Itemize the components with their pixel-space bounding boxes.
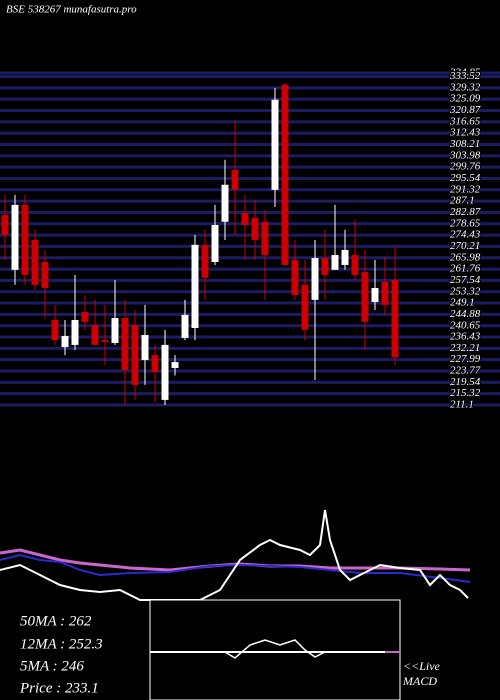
candle-body	[361, 271, 369, 322]
candle-body	[381, 281, 389, 305]
y-tick-label: 299.76	[450, 161, 481, 173]
candle-body	[201, 244, 209, 278]
candle-body	[111, 318, 119, 344]
price-line	[0, 509, 469, 601]
candle-body	[171, 362, 179, 368]
macd-hist	[224, 639, 326, 659]
y-tick-label: 282.87	[450, 206, 481, 218]
candle-body	[141, 334, 149, 360]
candle-body	[261, 221, 269, 256]
y-tick-label: 278.65	[450, 217, 481, 229]
candle-body	[81, 311, 89, 322]
candle-body	[31, 240, 39, 285]
candle-body	[121, 318, 129, 371]
candle-body	[11, 204, 19, 270]
candle-body	[151, 355, 159, 373]
y-tick-label: 244.88	[450, 308, 481, 320]
candle-body	[91, 325, 99, 345]
candle-body	[1, 214, 9, 235]
y-tick-label: 211.1	[450, 399, 474, 411]
info-text: 12MA : 252.3	[20, 636, 103, 652]
y-tick-label: 316.65	[449, 115, 481, 127]
candle-body	[281, 84, 289, 265]
candle-body	[71, 319, 79, 345]
candle-body	[131, 325, 139, 385]
candle-body	[101, 340, 109, 342]
candle-body	[51, 319, 59, 341]
candle-body	[321, 257, 329, 275]
y-tick-label: 227.99	[450, 353, 481, 365]
candle-body	[331, 255, 339, 270]
y-tick-label: 270.21	[450, 240, 480, 252]
candle-body	[271, 99, 279, 190]
candle-body	[391, 279, 399, 358]
candle-body	[21, 204, 29, 275]
candle-body	[161, 344, 169, 400]
y-tick-label: 287.1	[450, 195, 475, 207]
y-tick-label: 333.52	[449, 70, 481, 82]
candle-body	[181, 314, 189, 338]
candle-body	[371, 288, 379, 302]
y-tick-label: 215.32	[450, 387, 481, 399]
y-tick-label: 257.54	[450, 274, 481, 286]
y-tick-label: 274.43	[450, 229, 481, 241]
indicator-label: MACD	[402, 674, 437, 688]
y-tick-label: 240.65	[450, 319, 481, 331]
chart-title: BSE 538267 munafasutra.pro	[6, 4, 137, 16]
candle-body	[341, 249, 349, 265]
candle-body	[231, 169, 239, 190]
candle-body	[351, 255, 359, 275]
y-tick-label: 291.32	[450, 183, 481, 195]
y-tick-label: 295.54	[450, 172, 481, 184]
y-tick-label: 308.21	[449, 138, 480, 150]
candle-body	[61, 336, 69, 348]
y-tick-label: 219.54	[450, 376, 481, 388]
y-tick-label: 232.21	[450, 342, 480, 354]
y-tick-label: 312.43	[449, 127, 481, 139]
y-tick-label: 253.32	[450, 285, 481, 297]
info-text: Price : 233.1	[19, 680, 99, 696]
candle-body	[291, 259, 299, 296]
y-tick-label: 329.32	[449, 81, 481, 93]
y-tick-label: 334.85	[449, 67, 481, 79]
y-tick-label: 249.1	[450, 297, 475, 309]
y-tick-label: 320.87	[449, 104, 481, 116]
info-text: 50MA : 262	[20, 613, 92, 629]
info-text: 5MA : 246	[20, 658, 84, 674]
candle-body	[211, 224, 219, 263]
ma-line	[0, 553, 471, 583]
candle-body	[301, 284, 309, 330]
y-tick-label: 236.43	[450, 331, 481, 343]
candle-body	[241, 212, 249, 225]
y-tick-label: 223.77	[450, 365, 481, 377]
y-tick-label: 325.09	[449, 93, 481, 105]
candle-body	[41, 262, 49, 289]
y-tick-label: 303.98	[449, 149, 481, 161]
live-label: <<Live	[403, 659, 441, 673]
y-tick-label: 265.98	[450, 251, 481, 263]
macd-panel	[149, 599, 401, 700]
candle-body	[191, 244, 199, 329]
candle-body	[251, 217, 259, 241]
y-tick-label: 261.76	[450, 263, 481, 275]
candle-body	[311, 257, 319, 300]
candle-body	[221, 184, 229, 222]
